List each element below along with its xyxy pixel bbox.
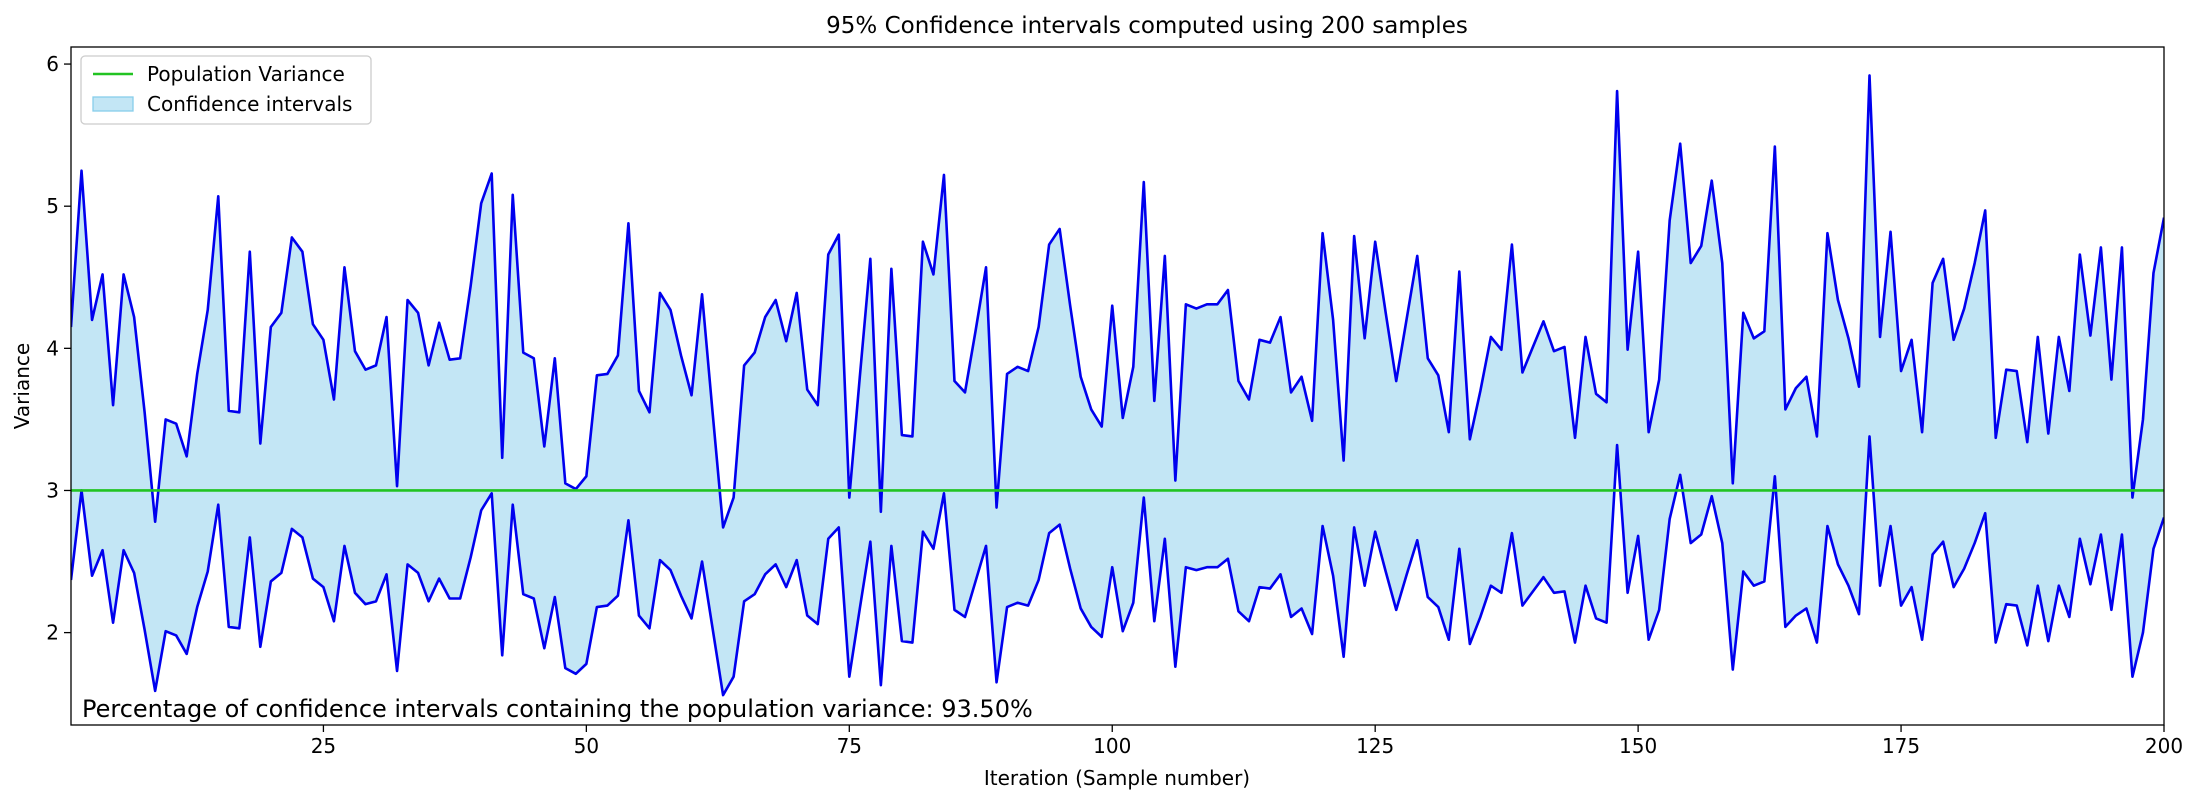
x-tick-label: 25 <box>311 734 336 758</box>
legend-box <box>80 55 372 125</box>
y-tick-label: 6 <box>46 52 59 76</box>
confidence-interval-band <box>71 75 2164 696</box>
y-tick-label: 5 <box>46 194 59 218</box>
x-axis-title: Iteration (Sample number) <box>984 766 1250 790</box>
legend-swatch-confidence-intervals <box>92 96 134 112</box>
y-tick-label: 3 <box>46 478 59 502</box>
x-tick-label: 150 <box>1619 734 1657 758</box>
coverage-annotation: Percentage of confidence intervals conta… <box>82 695 1033 723</box>
plot-area <box>71 74 2164 697</box>
x-tick-label: 200 <box>2145 734 2183 758</box>
y-axis: 2 3 4 5 6 <box>46 52 71 645</box>
x-tick-label: 50 <box>574 734 599 758</box>
x-axis: 25 50 75 100 125 150 175 200 <box>311 725 2183 758</box>
upper-bound-line <box>71 74 2164 529</box>
lower-bound-line <box>71 435 2164 697</box>
legend: Population Variance Confidence intervals <box>80 55 372 125</box>
x-tick-label: 100 <box>1093 734 1131 758</box>
y-tick-label: 2 <box>46 621 59 645</box>
legend-label-confidence-intervals: Confidence intervals <box>147 92 352 116</box>
x-tick-label: 125 <box>1356 734 1394 758</box>
plot-frame <box>70 46 2165 726</box>
y-axis-title: Variance <box>10 343 34 429</box>
legend-label-population-variance: Population Variance <box>147 62 345 86</box>
x-tick-label: 75 <box>837 734 862 758</box>
chart-title: 95% Confidence intervals computed using … <box>826 13 1468 39</box>
y-tick-label: 4 <box>46 336 59 360</box>
x-tick-label: 175 <box>1882 734 1920 758</box>
